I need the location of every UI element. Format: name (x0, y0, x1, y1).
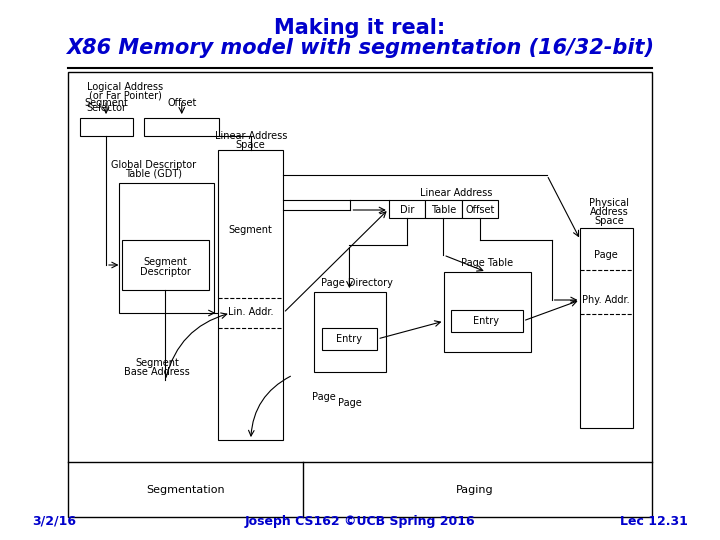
FancyBboxPatch shape (122, 240, 209, 290)
FancyBboxPatch shape (426, 200, 462, 218)
Text: Table: Table (431, 205, 456, 215)
Text: Page: Page (338, 398, 361, 408)
FancyBboxPatch shape (322, 328, 377, 350)
Text: Segment: Segment (135, 358, 179, 368)
FancyBboxPatch shape (314, 292, 386, 372)
Text: Paging: Paging (456, 485, 494, 495)
Text: Offset: Offset (167, 98, 197, 108)
Text: Segment: Segment (143, 257, 187, 267)
Text: Physical: Physical (589, 198, 629, 208)
FancyBboxPatch shape (68, 72, 652, 517)
Text: Table (GDT): Table (GDT) (125, 169, 182, 179)
Text: Space: Space (594, 216, 624, 226)
Text: Logical Address: Logical Address (87, 82, 163, 92)
Text: Address: Address (590, 207, 629, 217)
Text: Lin. Addr.: Lin. Addr. (228, 307, 274, 317)
Text: Descriptor: Descriptor (140, 267, 191, 277)
Text: (or Far Pointer): (or Far Pointer) (89, 91, 162, 101)
Text: Dir: Dir (400, 205, 414, 215)
Text: 3/2/16: 3/2/16 (32, 515, 76, 528)
Text: Selector: Selector (86, 103, 126, 113)
Text: Global Descriptor: Global Descriptor (112, 160, 197, 170)
FancyBboxPatch shape (218, 150, 284, 440)
Text: Making it real:: Making it real: (274, 18, 446, 38)
FancyBboxPatch shape (145, 118, 219, 136)
Text: Segmentation: Segmentation (146, 485, 225, 495)
Text: Base Address: Base Address (124, 367, 189, 377)
Text: Entry: Entry (474, 316, 500, 326)
FancyBboxPatch shape (389, 200, 426, 218)
Text: Lec 12.31: Lec 12.31 (620, 515, 688, 528)
Text: Page Directory: Page Directory (321, 278, 393, 288)
Text: X86 Memory model with segmentation (16/32-bit): X86 Memory model with segmentation (16/3… (66, 38, 654, 58)
FancyBboxPatch shape (444, 272, 531, 352)
Text: Linear Address: Linear Address (215, 131, 287, 141)
Text: Joseph CS162 ©UCB Spring 2016: Joseph CS162 ©UCB Spring 2016 (245, 515, 475, 528)
Text: Page: Page (312, 392, 336, 402)
FancyBboxPatch shape (119, 183, 215, 313)
FancyBboxPatch shape (80, 118, 133, 136)
FancyBboxPatch shape (462, 200, 498, 218)
FancyBboxPatch shape (580, 228, 633, 428)
Text: Phy. Addr.: Phy. Addr. (582, 295, 630, 305)
FancyBboxPatch shape (451, 310, 523, 332)
Text: Offset: Offset (465, 205, 495, 215)
Text: Segment: Segment (84, 98, 128, 108)
Text: Segment: Segment (229, 225, 273, 235)
Text: Page Table: Page Table (462, 258, 513, 268)
Text: Space: Space (236, 140, 266, 150)
Text: Entry: Entry (336, 334, 362, 344)
Text: Page: Page (595, 250, 618, 260)
Text: Linear Address: Linear Address (420, 188, 492, 198)
